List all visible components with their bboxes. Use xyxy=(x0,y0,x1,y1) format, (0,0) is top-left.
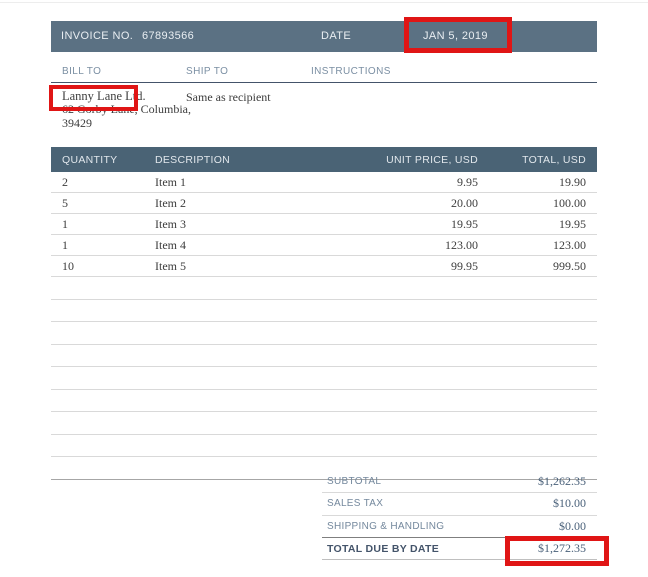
page-top-divider xyxy=(0,2,648,3)
cell-total: 19.95 xyxy=(559,216,586,231)
totals-section: SUBTOTAL $1,262.35 SALES TAX $10.00 SHIP… xyxy=(322,471,597,561)
date-label: DATE xyxy=(321,30,352,42)
total-due-row: TOTAL DUE BY DATE $1,272.35 xyxy=(322,538,597,561)
cell-total: 999.50 xyxy=(553,258,586,273)
cell-quantity: 1 xyxy=(62,237,68,252)
cell-description: Item 4 xyxy=(155,237,186,252)
cell-quantity: 5 xyxy=(62,195,68,210)
cell-total: 19.90 xyxy=(559,174,586,189)
ship-to-label: SHIP TO xyxy=(186,66,229,77)
empty-table-row xyxy=(51,322,597,345)
invoice-no-label: INVOICE NO. xyxy=(61,30,134,42)
col-header-description: DESCRIPTION xyxy=(155,153,231,166)
table-row: 2 Item 1 9.95 19.90 xyxy=(51,172,597,193)
cell-unit-price: 19.95 xyxy=(451,216,478,231)
empty-table-row xyxy=(51,390,597,412)
highlight-box-total-due xyxy=(505,536,609,566)
cell-description: Item 1 xyxy=(155,174,186,189)
empty-table-row xyxy=(51,345,597,367)
date-value: JAN 5, 2019 xyxy=(423,30,488,42)
empty-table-row xyxy=(51,367,597,390)
sales-tax-value: $10.00 xyxy=(553,496,586,511)
highlight-box-bill-to-name xyxy=(49,85,138,111)
cell-unit-price: 123.00 xyxy=(445,237,478,252)
cell-unit-price: 20.00 xyxy=(451,195,478,210)
sales-tax-row: SALES TAX $10.00 xyxy=(322,493,597,516)
table-row: 5 Item 2 20.00 100.00 xyxy=(51,193,597,214)
cell-description: Item 5 xyxy=(155,258,186,273)
highlight-box-date xyxy=(404,17,512,53)
cell-description: Item 3 xyxy=(155,216,186,231)
shipping-handling-row: SHIPPING & HANDLING $0.00 xyxy=(322,516,597,538)
bill-to-label: BILL TO xyxy=(62,66,102,77)
subtotal-value: $1,262.35 xyxy=(538,474,586,489)
empty-table-row xyxy=(51,412,597,435)
empty-table-row xyxy=(51,277,597,300)
cell-unit-price: 9.95 xyxy=(457,174,478,189)
total-due-value: $1,272.35 xyxy=(538,541,586,556)
cell-quantity: 10 xyxy=(62,258,74,273)
items-table-header-row: QUANTITY DESCRIPTION UNIT PRICE, USD TOT… xyxy=(51,147,597,172)
shipping-handling-value: $0.00 xyxy=(559,518,586,533)
cell-total: 100.00 xyxy=(553,195,586,210)
invoice-no-value: 67893566 xyxy=(142,30,195,42)
instructions-label: INSTRUCTIONS xyxy=(311,66,391,77)
empty-table-row xyxy=(51,300,597,322)
invoice-header-bar: INVOICE NO. 67893566 DATE JAN 5, 2019 xyxy=(51,21,597,52)
empty-table-row xyxy=(51,435,597,457)
section-divider-line xyxy=(51,82,597,83)
table-row: 1 Item 4 123.00 123.00 xyxy=(51,235,597,256)
cell-quantity: 2 xyxy=(62,174,68,189)
subtotal-row: SUBTOTAL $1,262.35 xyxy=(322,471,597,494)
bill-to-name: Lanny Lane Ltd. xyxy=(62,89,146,103)
items-table: QUANTITY DESCRIPTION UNIT PRICE, USD TOT… xyxy=(51,147,597,480)
col-header-quantity: QUANTITY xyxy=(62,153,118,166)
col-header-unit-price: UNIT PRICE, USD xyxy=(386,153,478,166)
shipping-handling-label: SHIPPING & HANDLING xyxy=(327,520,445,532)
col-header-total: TOTAL, USD xyxy=(522,153,586,166)
sales-tax-label: SALES TAX xyxy=(327,498,384,510)
table-row: 1 Item 3 19.95 19.95 xyxy=(51,214,597,235)
subtotal-label: SUBTOTAL xyxy=(327,476,382,488)
ship-to-value: Same as recipient xyxy=(186,90,271,104)
cell-total: 123.00 xyxy=(553,237,586,252)
bill-to-address-line2: 39429 xyxy=(62,115,92,130)
table-row: 10 Item 5 99.95 999.50 xyxy=(51,256,597,277)
empty-table-row xyxy=(51,457,597,480)
total-due-label: TOTAL DUE BY DATE xyxy=(327,542,440,555)
cell-quantity: 1 xyxy=(62,216,68,231)
cell-unit-price: 99.95 xyxy=(451,258,478,273)
cell-description: Item 2 xyxy=(155,195,186,210)
